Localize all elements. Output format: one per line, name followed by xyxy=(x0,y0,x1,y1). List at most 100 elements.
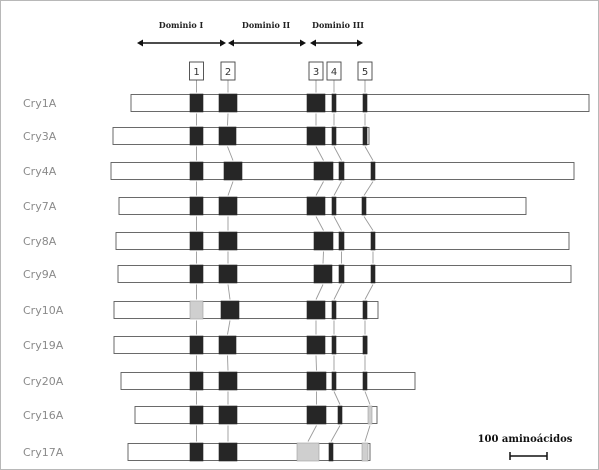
conserved-block-5 xyxy=(362,93,368,113)
conserved-block-2 xyxy=(218,335,237,355)
block-number-frame xyxy=(326,61,342,81)
domain-arrowhead-left xyxy=(310,39,316,47)
conserved-block-5 xyxy=(362,371,368,391)
protein-row-cry9a: Cry9A xyxy=(23,264,572,284)
block-number: 4 xyxy=(331,67,337,78)
conserved-block-1 xyxy=(189,300,204,320)
conserved-block-1 xyxy=(189,335,204,355)
conserved-block-4 xyxy=(338,264,345,284)
block-number-frame xyxy=(220,61,236,81)
block-connector xyxy=(315,181,324,196)
protein-name: Cry4A xyxy=(23,165,57,178)
conserved-block-1 xyxy=(189,161,204,181)
conserved-block-4 xyxy=(331,93,337,113)
protein-name: Cry16A xyxy=(23,409,64,422)
protein-bar xyxy=(127,443,371,461)
protein-row-cry1a: Cry1A xyxy=(23,93,590,113)
conserved-block-2 xyxy=(218,231,238,251)
conserved-block-2 xyxy=(218,264,238,284)
block-connector xyxy=(227,146,234,161)
conserved-block-3 xyxy=(313,161,334,181)
protein-name: Cry17A xyxy=(23,446,64,459)
block-number-boxes: 1 2 3 4 5 xyxy=(189,61,373,81)
conserved-block-5 xyxy=(367,405,373,425)
block-connector xyxy=(227,320,231,335)
conserved-block-2 xyxy=(223,161,243,181)
block-connector xyxy=(315,146,324,161)
conserved-block-4 xyxy=(331,300,337,320)
block-connector xyxy=(333,181,342,196)
conserved-block-3 xyxy=(306,335,326,355)
conserved-block-2 xyxy=(218,126,237,146)
conserved-block-4 xyxy=(338,231,345,251)
domain-label: Dominio III xyxy=(312,20,364,30)
block-number-box-1: 1 xyxy=(189,61,204,81)
protein-name: Cry1A xyxy=(23,97,57,110)
conserved-block-5 xyxy=(361,196,367,216)
protein-bar xyxy=(112,127,370,145)
conserved-block-4 xyxy=(331,196,337,216)
protein-bar xyxy=(113,301,379,319)
conserved-block-2 xyxy=(218,371,238,391)
domain-arrowhead-right xyxy=(357,39,363,47)
conserved-block-4 xyxy=(331,126,337,146)
block-number: 2 xyxy=(225,67,231,78)
conserved-block-3 xyxy=(313,264,333,284)
protein-row-cry10a: Cry10A xyxy=(23,300,379,320)
block-connector xyxy=(364,391,371,405)
block-connector xyxy=(330,425,341,442)
conserved-block-3 xyxy=(306,196,326,216)
conserved-block-4 xyxy=(337,405,343,425)
domain-arrows: Dominio I Dominio II Dominio III xyxy=(137,20,364,47)
conserved-block-1 xyxy=(189,405,204,425)
block-connector xyxy=(227,113,229,126)
block-connector xyxy=(363,181,374,196)
block-connector xyxy=(363,216,374,231)
protein-row-cry4a: Cry4A xyxy=(23,161,575,181)
protein-row-cry3a: Cry3A xyxy=(23,126,370,146)
protein-row-cry17a: Cry17A xyxy=(23,442,371,462)
block-number-box-5: 5 xyxy=(357,61,373,81)
conserved-block-2 xyxy=(218,93,238,113)
block-connector xyxy=(333,216,342,231)
conserved-block-4 xyxy=(331,371,337,391)
protein-row-cry20a: Cry20A xyxy=(23,371,416,391)
scale-bar-label: 100 aminoácidos xyxy=(478,434,573,445)
conserved-block-2 xyxy=(218,405,238,425)
protein-bar xyxy=(113,336,368,354)
protein-name: Cry7A xyxy=(23,200,57,213)
conserved-block-1 xyxy=(189,196,204,216)
block-connector xyxy=(322,251,324,264)
conserved-block-5 xyxy=(362,300,368,320)
block-number-frame xyxy=(189,61,204,81)
protein-name: Cry19A xyxy=(23,339,64,352)
protein-bar xyxy=(130,94,590,112)
domain-arrowhead-right xyxy=(300,39,306,47)
protein-name: Cry8A xyxy=(23,235,57,248)
protein-row-cry19a: Cry19A xyxy=(23,335,368,355)
conserved-block-5 xyxy=(370,264,376,284)
domain-label: Dominio I xyxy=(159,20,204,30)
block-connector xyxy=(333,284,342,300)
block-connector xyxy=(315,284,324,300)
block-connector xyxy=(333,146,342,161)
domain-label: Dominio II xyxy=(242,20,290,30)
conserved-block-1 xyxy=(189,371,204,391)
block-connector xyxy=(227,284,231,300)
block-connector xyxy=(364,284,374,300)
protein-name: Cry9A xyxy=(23,268,57,281)
conserved-block-3 xyxy=(306,371,327,391)
conserved-block-4 xyxy=(338,161,345,181)
conserved-block-4 xyxy=(328,442,334,462)
conserved-block-5 xyxy=(362,126,368,146)
conserved-block-1 xyxy=(189,126,204,146)
conserved-block-5 xyxy=(362,335,368,355)
domain-arrowhead-right xyxy=(220,39,226,47)
block-number-frame xyxy=(357,61,373,81)
protein-name: Cry10A xyxy=(23,304,64,317)
block-connector xyxy=(364,425,371,442)
block-connector xyxy=(227,181,234,196)
conserved-block-4 xyxy=(331,335,337,355)
